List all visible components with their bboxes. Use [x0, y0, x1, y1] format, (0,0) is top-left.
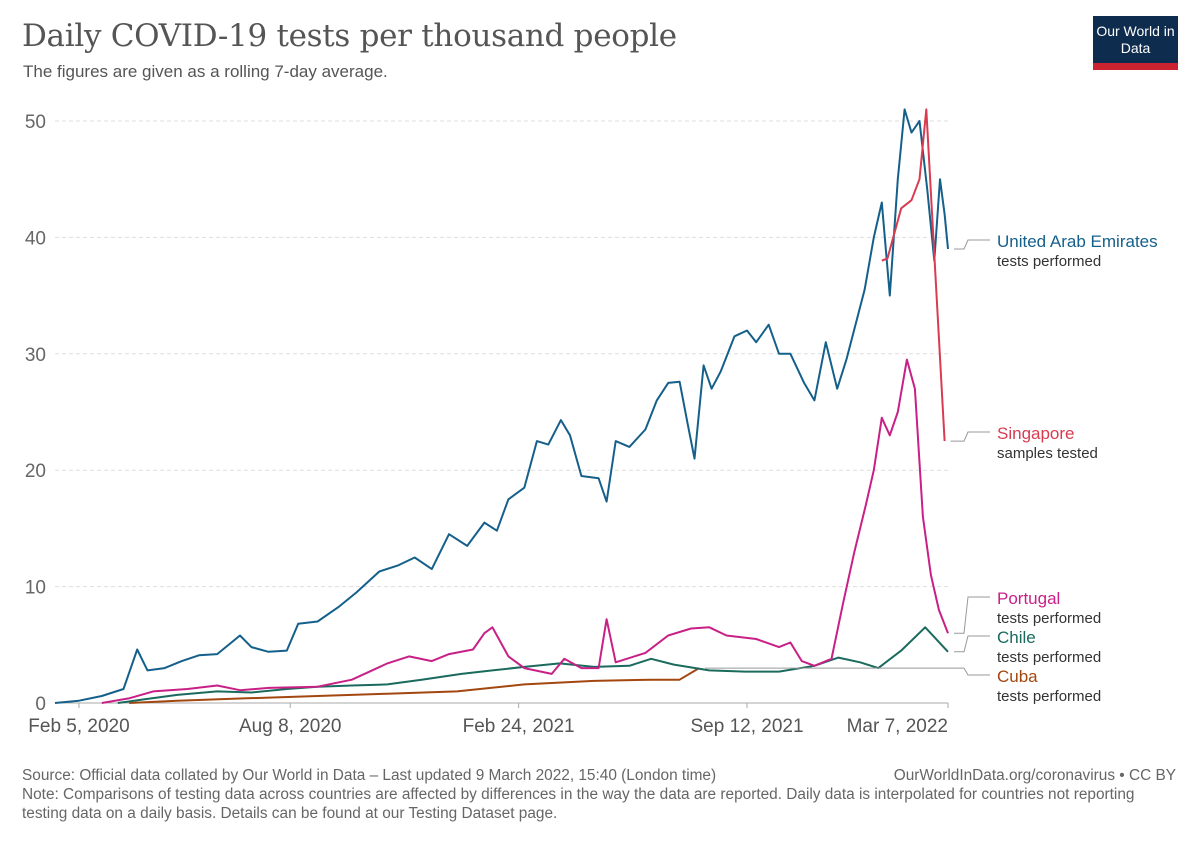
x-tick-label: Feb 5, 2020 — [28, 716, 129, 737]
series-name-label: Chile — [997, 628, 1036, 647]
series-sublabel: tests performed — [997, 688, 1101, 705]
logo-text: Our World in Data — [1096, 23, 1175, 56]
series-name-label: Singapore — [997, 424, 1075, 443]
label-connector — [705, 667, 990, 676]
label-connector — [954, 596, 990, 634]
series-name-label: United Arab Emirates — [997, 232, 1158, 251]
x-tick-label: Feb 24, 2021 — [463, 716, 575, 737]
y-tick-label: 30 — [25, 345, 46, 366]
series-line-cuba[interactable] — [129, 667, 700, 704]
axes: 0 10 20 30 40 50 Feb 5, 2020 Aug 8, 2020 Feb 24,… — [25, 112, 949, 737]
y-tick-label: 50 — [25, 112, 46, 133]
source-url[interactable]: OurWorldInData.org/coronavirus • CC BY — [893, 767, 1176, 784]
series-name-label: Cuba — [997, 667, 1038, 686]
series-line-united-arab-emirates[interactable] — [54, 108, 949, 704]
y-tick-label: 10 — [25, 578, 46, 599]
label-connector — [954, 635, 990, 653]
series-name-label: Portugal — [997, 589, 1060, 608]
methodology-note: Note: Comparisons of testing data across… — [22, 786, 1135, 822]
x-tick-label: Aug 8, 2020 — [239, 716, 341, 737]
x-tick-label: Mar 7, 2022 — [847, 716, 948, 737]
y-tick-label: 20 — [25, 461, 46, 482]
series-sublabel: tests performed — [997, 610, 1101, 627]
source-note: Source: Official data collated by Our Wo… — [22, 767, 717, 784]
label-connector — [950, 431, 990, 442]
series-line-singapore[interactable] — [881, 108, 946, 442]
owid-logo[interactable]: Our World in Data — [1093, 16, 1178, 70]
x-tick-label: Sep 12, 2021 — [690, 716, 803, 737]
grid-lines — [55, 120, 948, 588]
line-chart: 0 10 20 30 40 50 Feb 5, 2020 Aug 8, 2020 Feb 24,… — [25, 108, 1158, 737]
chart-title: Daily COVID-19 tests per thousand people — [22, 18, 677, 54]
y-tick-label: 0 — [35, 694, 46, 715]
series-sublabel: tests performed — [997, 649, 1101, 666]
series-sublabel: samples tested — [997, 445, 1098, 462]
label-connector — [954, 239, 990, 250]
chart-footer: Source: Official data collated by Our Wo… — [22, 766, 1182, 823]
series-sublabel: tests performed — [997, 253, 1101, 270]
series-lines — [54, 108, 949, 704]
logo-accent-bar — [1093, 63, 1178, 70]
chart-subtitle: The figures are given as a rolling 7-day… — [23, 62, 388, 81]
y-tick-label: 40 — [25, 228, 46, 249]
series-labels: United Arab Emirates tests performed Singa… — [705, 232, 1158, 705]
series-line-portugal[interactable] — [101, 358, 949, 704]
